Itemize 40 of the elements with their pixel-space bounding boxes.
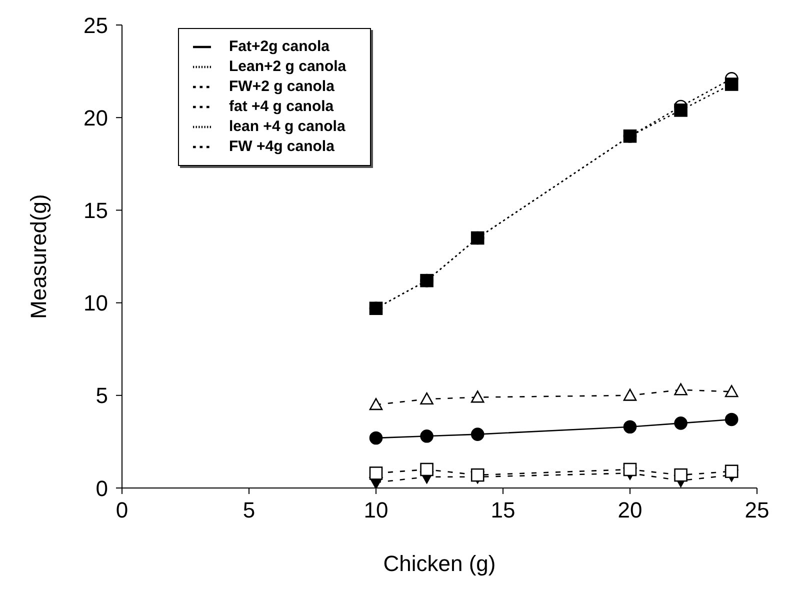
y-tick-label: 5 [96,383,108,408]
point [420,429,434,443]
point [623,462,637,476]
point [724,412,738,426]
point [470,468,484,482]
point [674,468,688,482]
point [674,104,688,117]
legend-label: Fat+2g canola [229,38,330,55]
x-tick-label: 10 [364,498,388,523]
point [724,385,738,398]
point [420,462,434,476]
legend-label: fat +4 g canola [229,98,334,115]
point [623,420,637,434]
point [470,428,484,441]
point [724,464,738,478]
legend-label: Lean+2 g canola [229,58,346,75]
point [724,78,738,91]
y-tick-label: 10 [84,290,108,316]
point [420,392,434,405]
point [674,416,688,430]
y-tick-label: 0 [96,476,108,501]
point [369,398,383,410]
legend-label: FW +4g canola [229,138,334,155]
point [623,388,637,401]
y-axis-title: Measured(g) [26,194,51,319]
point [470,390,484,403]
legend-label: FW+2 g canola [229,78,334,95]
x-tick-label: 0 [116,498,128,523]
x-tick-label: 20 [618,498,642,523]
x-axis-title: Chicken (g) [383,551,496,576]
legend-label: lean +4 g canola [229,118,346,135]
point [369,466,383,480]
x-tick-label: 25 [744,498,770,523]
y-tick-label: 15 [84,198,108,224]
point [674,383,688,396]
y-tick-label: 20 [84,105,108,130]
x-tick-label: 15 [490,498,516,523]
y-tick-label: 25 [84,12,108,38]
point [369,431,383,445]
x-tick-label: 5 [242,498,256,523]
